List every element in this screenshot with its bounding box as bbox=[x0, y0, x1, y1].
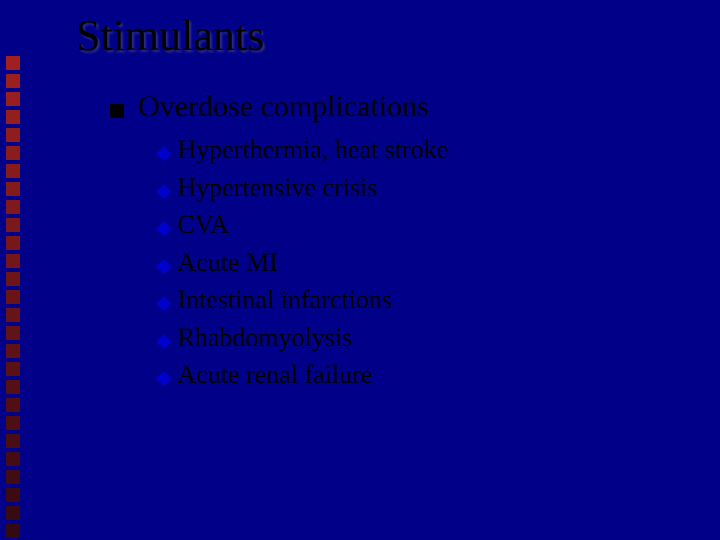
deco-square bbox=[6, 200, 20, 214]
deco-square bbox=[6, 182, 20, 196]
list-item: ◆ CVA bbox=[156, 209, 448, 242]
list-item: ◆ Intestinal infarctions bbox=[156, 284, 448, 317]
list-item: ◆ Hyperthermia, heat stroke bbox=[156, 134, 448, 167]
deco-square bbox=[6, 488, 20, 502]
deco-square bbox=[6, 110, 20, 124]
diamond-bullet-icon: ◆ bbox=[156, 143, 171, 163]
list-item: ◆ Rhabdomyolysis bbox=[156, 322, 448, 355]
deco-square bbox=[6, 326, 20, 340]
deco-square bbox=[6, 236, 20, 250]
list-item: ◆ Acute renal failure bbox=[156, 359, 448, 392]
list-item-text: Rhabdomyolysis bbox=[177, 322, 352, 355]
decorative-left-column bbox=[6, 56, 20, 540]
diamond-bullet-icon: ◆ bbox=[156, 293, 171, 313]
deco-square bbox=[6, 218, 20, 232]
deco-square bbox=[6, 470, 20, 484]
deco-square bbox=[6, 146, 20, 160]
square-bullet-icon bbox=[110, 104, 124, 118]
list-item: ◆ Hypertensive crisis bbox=[156, 172, 448, 205]
deco-square bbox=[6, 254, 20, 268]
deco-square bbox=[6, 290, 20, 304]
diamond-bullet-icon: ◆ bbox=[156, 181, 171, 201]
list-item-text: Acute renal failure bbox=[177, 359, 372, 392]
diamond-bullet-icon: ◆ bbox=[156, 331, 171, 351]
list-item-text: CVA bbox=[177, 209, 229, 242]
deco-square bbox=[6, 92, 20, 106]
deco-square bbox=[6, 524, 20, 538]
deco-square bbox=[6, 416, 20, 430]
deco-square bbox=[6, 452, 20, 466]
deco-square bbox=[6, 380, 20, 394]
level1-text: Overdose complications bbox=[138, 90, 429, 123]
deco-square bbox=[6, 434, 20, 448]
level1-item: Overdose complications bbox=[110, 90, 429, 124]
deco-square bbox=[6, 56, 20, 70]
deco-square bbox=[6, 164, 20, 178]
list-item-text: Hyperthermia, heat stroke bbox=[177, 134, 448, 167]
list-item-text: Intestinal infarctions bbox=[177, 284, 391, 317]
deco-square bbox=[6, 344, 20, 358]
slide-title: Stimulants bbox=[76, 10, 264, 61]
deco-square bbox=[6, 128, 20, 142]
list-item: ◆ Acute MI bbox=[156, 247, 448, 280]
deco-square bbox=[6, 506, 20, 520]
deco-square bbox=[6, 308, 20, 322]
list-item-text: Acute MI bbox=[177, 247, 277, 280]
list-item-text: Hypertensive crisis bbox=[177, 172, 377, 205]
deco-square bbox=[6, 74, 20, 88]
diamond-bullet-icon: ◆ bbox=[156, 368, 171, 388]
deco-square bbox=[6, 398, 20, 412]
diamond-bullet-icon: ◆ bbox=[156, 256, 171, 276]
deco-square bbox=[6, 272, 20, 286]
deco-square bbox=[6, 362, 20, 376]
level2-list: ◆ Hyperthermia, heat stroke ◆ Hypertensive … bbox=[156, 134, 448, 392]
diamond-bullet-icon: ◆ bbox=[156, 218, 171, 238]
